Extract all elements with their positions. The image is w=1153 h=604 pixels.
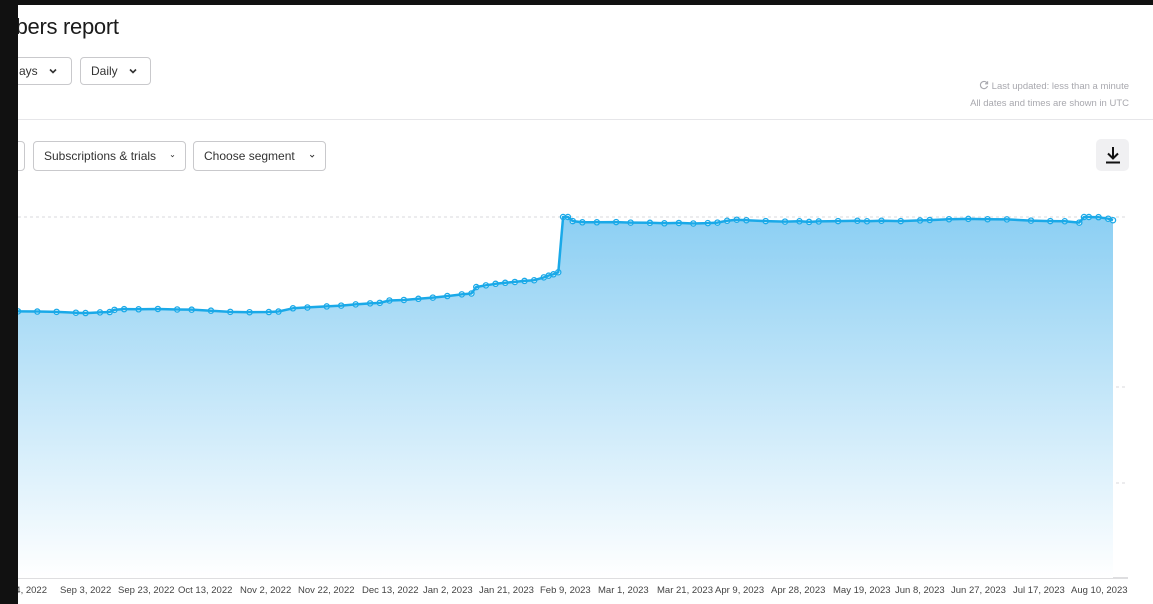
date-range-label: ays: [19, 64, 38, 78]
series-area: [18, 217, 1113, 578]
last-updated-status: Last updated: less than a minute: [979, 80, 1129, 92]
chevron-down-icon: [170, 154, 175, 158]
download-button[interactable]: [1096, 139, 1129, 171]
interval-dropdown[interactable]: Daily: [80, 57, 151, 85]
header-divider: [18, 119, 1153, 120]
metric-dropdown[interactable]: [18, 141, 25, 171]
report-panel: ribers report ays Daily Last updated: le…: [18, 5, 1153, 604]
x-tick-label: Aug 10, 2023: [1071, 585, 1128, 596]
x-tick-label: Jan 21, 2023: [479, 585, 534, 596]
page-title: ribers report: [18, 14, 119, 39]
x-tick-label: Nov 2, 2022: [240, 585, 291, 596]
x-tick-label: Jan 2, 2023: [423, 585, 473, 596]
segment-label: Choose segment: [204, 149, 295, 163]
subscription-type-dropdown[interactable]: Subscriptions & trials: [33, 141, 186, 171]
series-line: [18, 215, 1114, 315]
x-tick-label: Apr 28, 2023: [771, 585, 825, 596]
x-tick-label: Mar 21, 2023: [657, 585, 713, 596]
x-tick-label: Sep 23, 2022: [118, 585, 175, 596]
last-updated-text: Last updated: less than a minute: [991, 81, 1129, 92]
chevron-down-icon: [309, 154, 315, 158]
date-range-dropdown[interactable]: ays: [18, 57, 72, 85]
interval-label: Daily: [91, 64, 118, 78]
download-icon: [1105, 147, 1120, 164]
x-tick-label: Mar 1, 2023: [598, 585, 649, 596]
x-tick-label: Nov 22, 2022: [298, 585, 355, 596]
x-tick-label: Dec 13, 2022: [362, 585, 419, 596]
x-tick-label: Jun 27, 2023: [951, 585, 1006, 596]
x-tick-label: May 19, 2023: [833, 585, 891, 596]
refresh-icon: [979, 80, 989, 90]
x-tick-label: 14, 2022: [18, 585, 47, 596]
x-tick-label: Apr 9, 2023: [715, 585, 764, 596]
timezone-note: All dates and times are shown in UTC: [970, 98, 1129, 109]
subscription-type-label: Subscriptions & trials: [44, 149, 157, 163]
x-tick-label: Jun 8, 2023: [895, 585, 945, 596]
chevron-down-icon: [49, 68, 57, 74]
x-tick-label: Sep 3, 2022: [60, 585, 111, 596]
x-tick-label: Jul 17, 2023: [1013, 585, 1065, 596]
x-tick-label: Feb 9, 2023: [540, 585, 591, 596]
chevron-down-icon: [129, 68, 137, 74]
segment-dropdown[interactable]: Choose segment: [193, 141, 326, 171]
x-tick-label: Oct 13, 2022: [178, 585, 232, 596]
